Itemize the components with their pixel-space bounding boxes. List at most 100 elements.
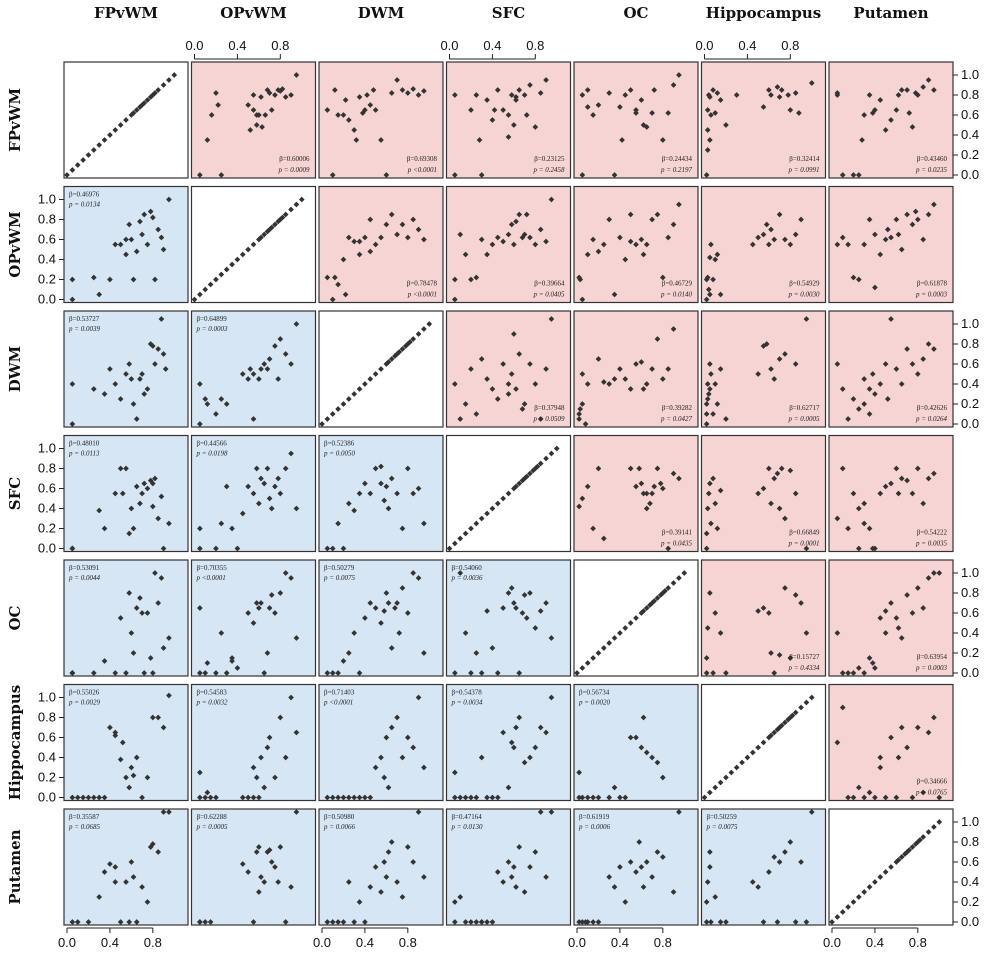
scatter-point bbox=[909, 794, 916, 801]
panel-4-3 bbox=[445, 559, 572, 677]
p-value-label: p <0.0001 bbox=[407, 291, 437, 299]
scatter-point bbox=[834, 630, 841, 636]
diagonal-point bbox=[744, 754, 751, 761]
scatter-point bbox=[372, 764, 379, 771]
scatter-point bbox=[385, 600, 392, 606]
scatter-point bbox=[117, 756, 124, 763]
scatter-point bbox=[882, 608, 889, 614]
scatter-point bbox=[590, 236, 596, 243]
scatter-point bbox=[543, 600, 549, 606]
scatter-point bbox=[798, 600, 804, 606]
scatter-point bbox=[622, 92, 629, 98]
diagonal-point bbox=[500, 495, 506, 502]
scatter-point bbox=[654, 759, 661, 766]
scatter-point bbox=[335, 919, 341, 925]
scatter-point bbox=[223, 401, 230, 407]
diagonal-point bbox=[798, 704, 804, 711]
scatter-point bbox=[638, 359, 645, 365]
scatter-point bbox=[898, 724, 905, 731]
scatter-point bbox=[288, 575, 294, 581]
scatter-point bbox=[527, 754, 533, 761]
scatter-point bbox=[223, 483, 230, 490]
scatter-point bbox=[126, 530, 133, 537]
scatter-point bbox=[619, 137, 625, 143]
scatter-point bbox=[516, 87, 523, 93]
scatter-point bbox=[345, 650, 352, 656]
scatter-point bbox=[768, 226, 774, 233]
p-value-label: p = 0.0991 bbox=[788, 166, 820, 174]
scatter-point bbox=[579, 296, 586, 303]
top-tick-label: 0.4 bbox=[228, 38, 246, 53]
p-value-label: p = 0.0198 bbox=[196, 450, 228, 458]
scatter-point bbox=[415, 694, 422, 701]
scatter-point bbox=[123, 236, 129, 243]
scatter-point bbox=[394, 714, 400, 721]
scatter-point bbox=[850, 396, 857, 402]
top-tick-label: 0.0 bbox=[440, 38, 458, 53]
scatter-point bbox=[717, 630, 724, 636]
scatter-point bbox=[576, 794, 582, 801]
scatter-point bbox=[523, 112, 530, 118]
scatter-point bbox=[473, 411, 480, 417]
right-tick-label: 0.2 bbox=[961, 396, 979, 411]
scatter-point bbox=[936, 570, 943, 576]
scatter-point bbox=[288, 694, 294, 701]
scatter-point bbox=[617, 234, 623, 241]
scatter-point bbox=[462, 401, 469, 407]
scatter-point bbox=[457, 794, 464, 801]
scatter-point bbox=[839, 172, 846, 178]
diagonal-point bbox=[739, 759, 745, 766]
scatter-point bbox=[792, 919, 799, 925]
scatter-point bbox=[627, 211, 634, 218]
scatter-point bbox=[324, 670, 331, 676]
scatter-point bbox=[584, 87, 591, 93]
scatter-point bbox=[126, 590, 133, 596]
diagonal-point bbox=[792, 709, 799, 716]
scatter-point bbox=[144, 386, 151, 392]
right-tick-label: 0.8 bbox=[961, 336, 979, 351]
diagonal-point bbox=[627, 620, 634, 626]
scatter-point bbox=[258, 94, 264, 100]
diagonal-point bbox=[925, 829, 932, 835]
panel-1-5 bbox=[700, 185, 827, 304]
scatter-point bbox=[676, 72, 682, 78]
scatter-point bbox=[521, 92, 528, 98]
scatter-point bbox=[166, 809, 172, 815]
scatter-point bbox=[519, 610, 526, 616]
diagonal-point bbox=[117, 122, 124, 128]
diagonal-point bbox=[888, 864, 894, 870]
scatter-point bbox=[275, 475, 282, 482]
scatter-point bbox=[329, 919, 336, 925]
scatter-point bbox=[521, 889, 528, 895]
panel-4-2 bbox=[318, 559, 444, 677]
scatter-point bbox=[893, 216, 900, 223]
scatter-point bbox=[268, 859, 275, 865]
scatter-point bbox=[264, 465, 271, 472]
scatter-point bbox=[651, 87, 658, 93]
scatter-point bbox=[282, 351, 289, 357]
scatter-point bbox=[264, 744, 271, 751]
scatter-point bbox=[654, 336, 661, 342]
scatter-point bbox=[367, 600, 374, 606]
p-value-label: p = 0.0685 bbox=[68, 823, 100, 831]
scatter-point bbox=[247, 127, 254, 133]
scatter-point bbox=[345, 879, 352, 885]
scatter-point bbox=[654, 465, 661, 472]
beta-label: β=0.64899 bbox=[197, 315, 228, 323]
bottom-tick-label: 0.8 bbox=[399, 935, 417, 950]
scatter-point bbox=[776, 505, 783, 512]
scatter-point bbox=[162, 366, 169, 372]
scatter-point bbox=[112, 864, 119, 870]
scatter-point bbox=[763, 221, 770, 228]
diagonal-point bbox=[782, 719, 788, 726]
p-value-label: p = 0.0006 bbox=[578, 823, 610, 831]
scatter-point bbox=[707, 137, 713, 143]
scatter-point bbox=[494, 234, 501, 241]
beta-label: β=0.61919 bbox=[579, 813, 610, 821]
scatter-point bbox=[421, 236, 427, 243]
scatter-point bbox=[909, 221, 916, 228]
panel-0-5 bbox=[700, 61, 827, 179]
scatter-point bbox=[253, 849, 260, 855]
scatter-point bbox=[839, 704, 846, 711]
scatter-point bbox=[792, 592, 799, 598]
